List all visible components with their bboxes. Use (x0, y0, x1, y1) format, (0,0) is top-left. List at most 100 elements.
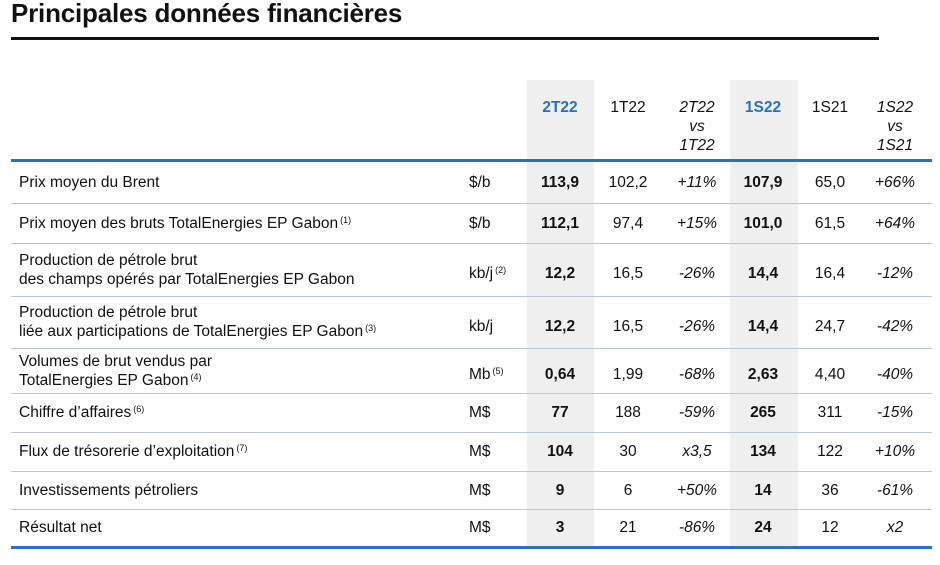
unit-text: kb/j (469, 317, 494, 335)
table-cell: 122 (817, 443, 843, 460)
row-unit: kb/j (2) (469, 264, 506, 283)
row-label: Investissements pétroliers (19, 481, 198, 500)
table-top-rule (11, 159, 932, 162)
table-cell: 112,1 (541, 214, 579, 232)
row-label-line: Flux de trésorerie d’exploitation (7) (19, 442, 247, 461)
table-cell: 24,7 (814, 317, 846, 335)
row-label-text: Production de pétrole brut (19, 304, 198, 321)
table-cell: 113,9 (541, 174, 579, 191)
table-cell: 107,9 (743, 174, 783, 191)
table-cell: +50% (676, 481, 718, 499)
unit-text: M$ (469, 404, 491, 421)
footnote-ref: (5) (492, 366, 504, 376)
footnote-ref: (4) (190, 371, 202, 382)
table-cell: 97,4 (612, 214, 644, 232)
row-label: Volumes de brut vendus par TotalEnergies … (19, 352, 212, 390)
table-cell: 24 (754, 519, 772, 536)
table-cell: -68% (678, 366, 716, 383)
row-label-text: des champs opérés par TotalEnergies EP G… (19, 270, 355, 288)
row-label-line: Production de pétrole brut (19, 303, 376, 322)
table-cell: 104 (547, 443, 573, 460)
table-cell: -12% (876, 265, 914, 282)
column-header-line: vs (887, 118, 903, 135)
row-label: Prix moyen des bruts TotalEnergies EP Ga… (19, 214, 351, 233)
unit-text: Mb (469, 366, 491, 383)
table-cell: -15% (876, 404, 914, 421)
table-cell: 30 (619, 443, 637, 460)
unit-text: M$ (469, 481, 491, 499)
table-cell: -40% (876, 366, 914, 383)
table-bottom-rule (11, 546, 932, 549)
table-cell: 77 (551, 404, 569, 421)
column-header-line: 1T22 (610, 99, 646, 116)
row-unit: M$ (469, 403, 491, 422)
table-cell: -59% (678, 404, 716, 421)
row-label-line: des champs opérés par TotalEnergies EP G… (19, 270, 354, 289)
column-header-line: 1T22 (679, 137, 715, 154)
row-label-line: Prix moyen des bruts TotalEnergies EP Ga… (19, 214, 351, 233)
table-cell: 102,2 (608, 174, 648, 191)
table-cell: 311 (817, 404, 843, 421)
column-header-line: 1S22 (744, 99, 782, 116)
row-unit: kb/j (469, 317, 493, 336)
table-cell: +15% (676, 214, 718, 232)
row-unit: M$ (469, 442, 491, 461)
row-label-line: TotalEnergies EP Gabon (4) (19, 371, 212, 390)
footnote-ref: (1) (340, 214, 352, 225)
row-separator (11, 393, 932, 394)
table-cell: -26% (678, 317, 716, 335)
table-cell: x3,5 (682, 443, 712, 460)
page-title: Principales données financières (11, 0, 403, 28)
row-separator (11, 243, 932, 244)
table-cell: -26% (678, 265, 716, 282)
row-unit: M$ (469, 518, 491, 537)
row-label-line: Prix moyen du Brent (19, 173, 159, 192)
table-cell: -86% (678, 519, 716, 536)
table-cell: 0,64 (544, 366, 576, 383)
table-cell: +11% (677, 174, 717, 191)
row-separator (11, 509, 932, 510)
column-header: 1S21 (797, 98, 863, 117)
row-label-line: liée aux participations de TotalEnergies… (19, 322, 376, 341)
row-label-line: Production de pétrole brut (19, 251, 354, 270)
row-label-text: Prix moyen des bruts TotalEnergies EP Ga… (19, 214, 339, 232)
table-cell: 134 (750, 443, 776, 460)
table-cell: 14 (754, 481, 772, 499)
table-cell: 101,0 (743, 214, 783, 232)
row-separator (11, 203, 932, 204)
column-header: 2T22 (527, 98, 593, 117)
table-cell: +64% (874, 214, 916, 232)
table-cell: 2,63 (747, 366, 779, 383)
highlight-column-1s22 (730, 80, 798, 548)
unit-text: M$ (469, 443, 491, 460)
row-separator (11, 471, 932, 472)
row-unit: $/b (469, 173, 491, 192)
row-label: Chiffre d’affaires (6) (19, 403, 144, 422)
row-label-text: Chiffre d’affaires (19, 404, 132, 421)
table-cell: 3 (555, 519, 565, 536)
column-header-line: vs (689, 118, 705, 135)
row-label-line: Résultat net (19, 518, 102, 537)
row-label: Prix moyen du Brent (19, 173, 159, 192)
column-header-line: 1S21 (811, 99, 849, 116)
table-cell: 14,4 (747, 265, 779, 282)
table-cell: +10% (874, 443, 916, 460)
table-cell: 188 (615, 404, 641, 421)
row-label-line: Chiffre d’affaires (6) (19, 403, 144, 422)
column-header: 1S22 vs 1S21 (862, 98, 928, 155)
unit-text: M$ (469, 519, 491, 536)
table-cell: 9 (555, 481, 565, 499)
table-cell: x2 (886, 519, 904, 536)
table-cell: -42% (876, 317, 914, 335)
table-cell: 21 (619, 519, 637, 536)
column-header-line: 1S22 (876, 99, 914, 116)
row-unit: $/b (469, 214, 491, 233)
row-label-text: liée aux participations de TotalEnergies… (19, 323, 364, 340)
row-label: Production de pétrole brut liée aux parti… (19, 303, 376, 341)
footnote-ref: (3) (365, 323, 377, 333)
unit-text: $/b (469, 214, 491, 232)
footnote-ref: (7) (236, 443, 248, 453)
row-label-line: Volumes de brut vendus par (19, 352, 212, 371)
column-header-line: 1S21 (876, 137, 914, 154)
table-cell: 12,2 (544, 317, 576, 335)
